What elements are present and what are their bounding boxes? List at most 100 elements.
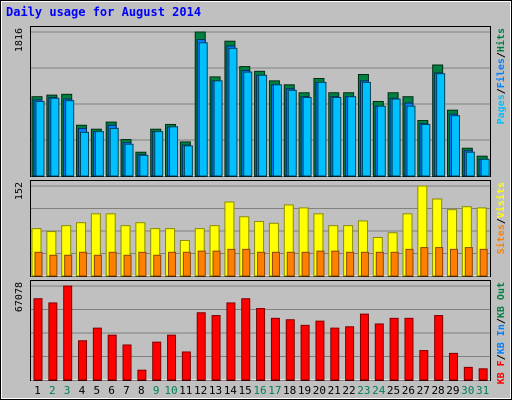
bar-sites-31 — [479, 248, 488, 277]
bar-sites-30 — [464, 247, 473, 277]
x-tick-label-2: 2 — [49, 384, 56, 397]
legend-entry: KB Out — [496, 282, 507, 318]
legend-entry: Sites — [495, 224, 507, 254]
legend-entry: Files — [495, 58, 507, 88]
x-tick-label-26: 26 — [402, 384, 415, 397]
bar-pages-4 — [80, 131, 90, 177]
bar-pages-13 — [213, 80, 223, 177]
bar-sites-14 — [227, 248, 236, 277]
bar-pages-9 — [154, 131, 164, 177]
legend-separator: / — [496, 318, 507, 324]
x-tick-label-24: 24 — [372, 384, 386, 397]
bar-kb-8 — [137, 369, 147, 381]
bar-pages-12 — [198, 42, 208, 177]
x-tick-label-13: 13 — [209, 384, 222, 397]
bar-kb-30 — [463, 366, 473, 381]
bar-pages-6 — [109, 127, 119, 177]
legend-entry: Visits — [495, 182, 507, 218]
bar-pages-7 — [124, 143, 134, 177]
bar-kb-13 — [211, 315, 221, 381]
x-tick-label-1: 1 — [34, 384, 41, 397]
legend-entry: Pages — [496, 94, 507, 124]
bar-kb-16 — [256, 308, 266, 381]
x-tick-label-9: 9 — [153, 384, 160, 397]
legend-separator: / — [496, 218, 507, 224]
x-tick-label-28: 28 — [431, 384, 444, 397]
bar-kb-5 — [92, 327, 102, 381]
x-tick-label-22: 22 — [342, 384, 355, 397]
bar-sites-8 — [138, 251, 147, 277]
x-tick-label-3: 3 — [64, 384, 71, 397]
bar-sites-7 — [123, 254, 132, 277]
legend-entry: KB In — [496, 324, 507, 354]
legend-entry: Hits — [495, 28, 507, 52]
bar-kb-3 — [63, 285, 73, 381]
x-tick-label-8: 8 — [138, 384, 145, 397]
bar-sites-9 — [153, 254, 162, 277]
bar-kb-28 — [434, 315, 444, 381]
bar-kb-12 — [196, 312, 206, 381]
x-tick-label-7: 7 — [123, 384, 130, 397]
panels: 1816Pages/Files/Hits152Sites/Visits67078… — [14, 26, 507, 384]
bar-kb-6 — [107, 334, 117, 381]
legend-kb: KB F/KB In/KB Out — [496, 282, 507, 384]
bar-kb-20 — [315, 320, 325, 381]
bar-pages-16 — [258, 74, 268, 177]
x-tick-label-15: 15 — [239, 384, 252, 397]
x-tick-label-10: 10 — [164, 384, 177, 397]
bar-sites-21 — [331, 250, 340, 277]
x-tick-label-12: 12 — [194, 384, 207, 397]
legend-separator: / — [496, 354, 507, 360]
bar-pages-18 — [287, 89, 297, 177]
bar-kb-29 — [448, 352, 458, 381]
x-tick-label-18: 18 — [283, 384, 296, 397]
bar-pages-25 — [391, 98, 401, 177]
bar-sites-3 — [64, 254, 73, 277]
bar-kb-19 — [300, 324, 310, 381]
bar-pages-28 — [436, 73, 446, 177]
bar-sites-1 — [34, 251, 43, 277]
legend-hits-files-pages: Pages/Files/Hits — [495, 28, 507, 124]
bar-kb-21 — [330, 327, 340, 381]
bar-kb-18 — [285, 319, 295, 381]
panel-visits-sites: 152 Sites/Visits — [14, 180, 507, 277]
bar-kb-9 — [152, 341, 162, 381]
x-tick-label-19: 19 — [298, 384, 311, 397]
bar-pages-26 — [406, 105, 416, 177]
bar-sites-16 — [257, 251, 266, 277]
bar-pages-2 — [50, 97, 60, 177]
bar-sites-12 — [197, 250, 206, 277]
bar-kb-27 — [419, 350, 429, 381]
y-max-label: 152 — [14, 182, 25, 200]
bar-sites-4 — [79, 251, 88, 277]
bar-kb-2 — [48, 302, 58, 381]
x-tick-label-5: 5 — [93, 384, 100, 397]
bar-sites-27 — [420, 247, 429, 277]
bar-pages-8 — [139, 154, 149, 177]
legend-visits-sites: Sites/Visits — [495, 182, 507, 254]
bar-sites-6 — [108, 251, 117, 277]
legend-separator: / — [496, 88, 507, 94]
bar-kb-15 — [241, 298, 251, 381]
bar-sites-13 — [212, 250, 221, 277]
x-tick-label-11: 11 — [179, 384, 192, 397]
bar-kb-26 — [404, 317, 414, 381]
bar-sites-22 — [346, 251, 355, 277]
bar-sites-11 — [182, 251, 191, 277]
bar-pages-20 — [317, 81, 327, 177]
bar-sites-20 — [316, 250, 325, 277]
bar-pages-1 — [35, 100, 45, 177]
bar-kb-25 — [389, 317, 399, 381]
y-max-label: 67078 — [14, 282, 25, 312]
bar-kb-7 — [122, 344, 132, 381]
bar-pages-23 — [361, 81, 371, 177]
x-tick-label-30: 30 — [461, 384, 474, 397]
bar-kb-4 — [78, 340, 88, 381]
bar-sites-28 — [435, 247, 444, 277]
x-tick-label-21: 21 — [328, 384, 341, 397]
bar-kb-1 — [33, 298, 43, 381]
bar-pages-29 — [450, 115, 460, 177]
x-tick-label-16: 16 — [253, 384, 266, 397]
